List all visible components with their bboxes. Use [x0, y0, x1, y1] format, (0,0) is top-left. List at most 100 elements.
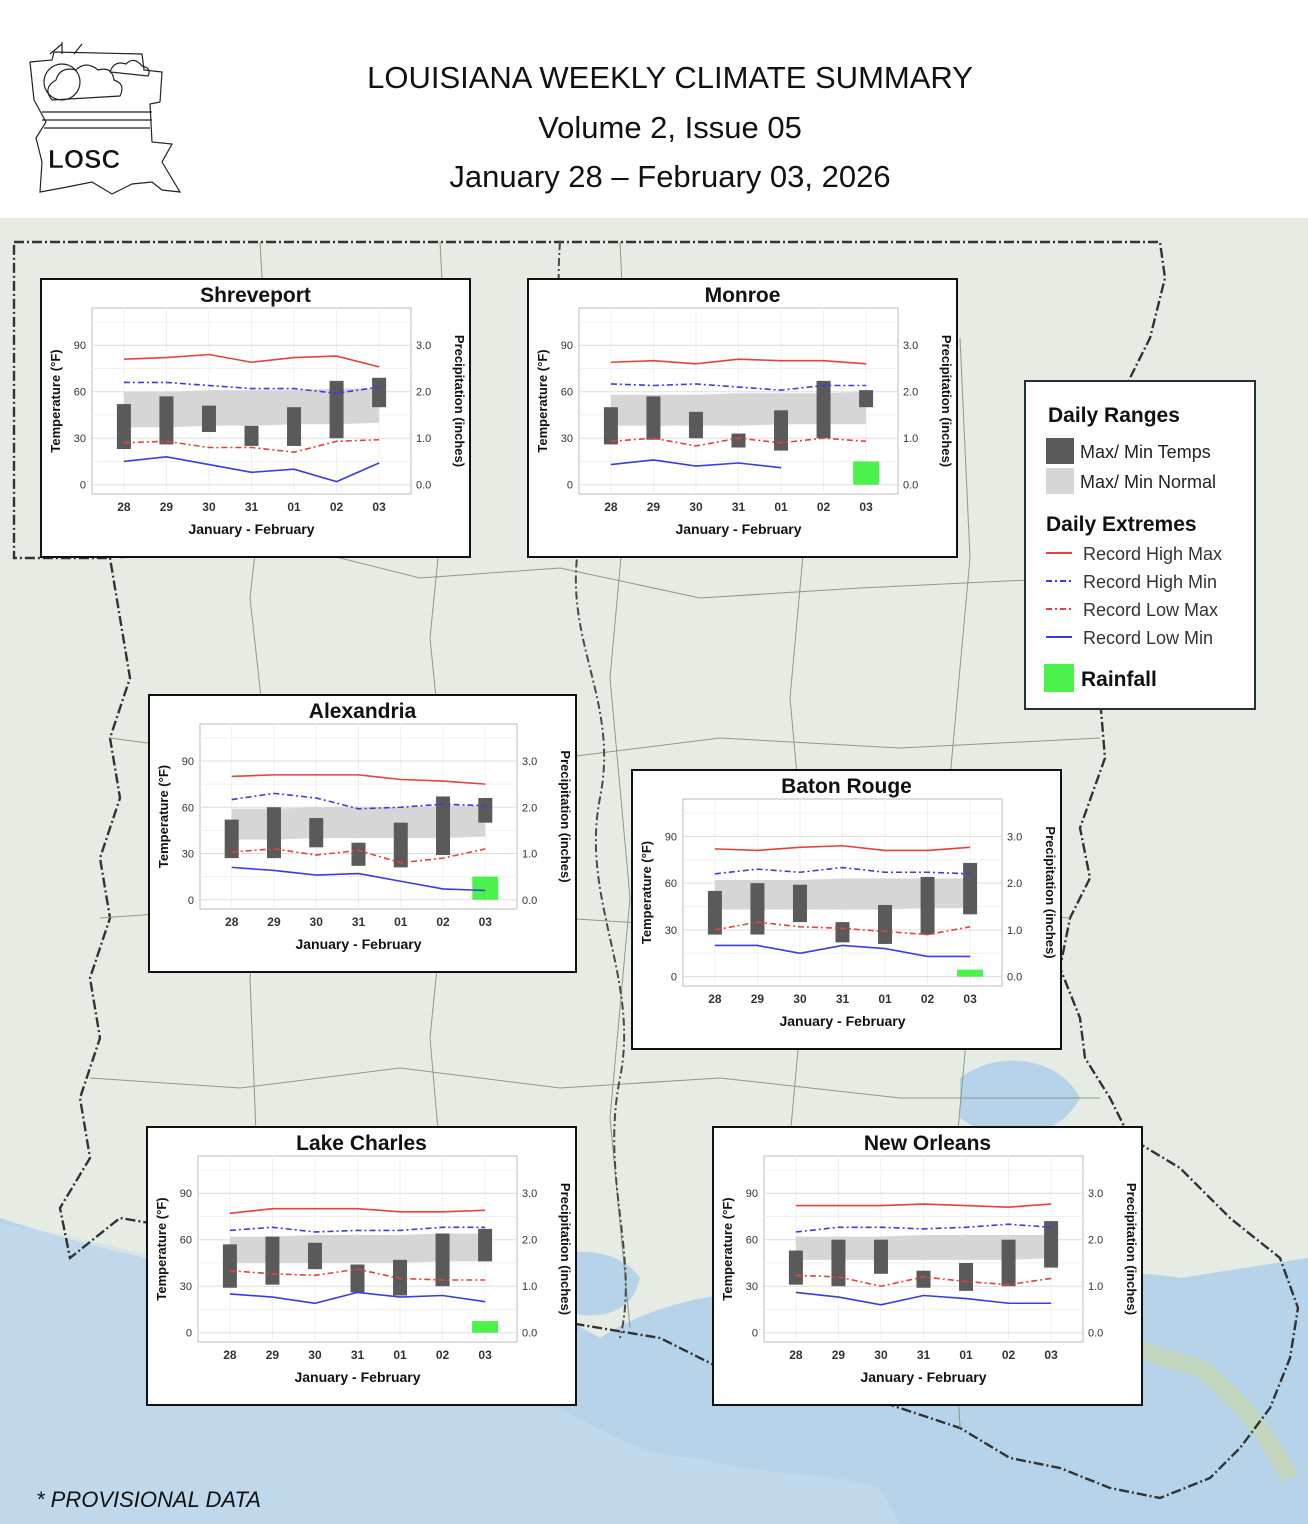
y2-tick-label: 3.0	[1007, 831, 1022, 843]
x-tick-label: 31	[245, 500, 259, 514]
temp-range-bar	[959, 1262, 974, 1291]
chart-panel-alexandria: Alexandria 0 30 60 90 0.0 1.0 2.0 3.0 28 29 30 31 01 0…	[148, 694, 577, 973]
y-tick-label: 30	[561, 433, 573, 445]
x-tick-label: 28	[225, 915, 239, 929]
temp-range-bar	[309, 818, 324, 848]
y2-axis-label: Precipitation (inches)	[1124, 1183, 1139, 1315]
y2-tick-label: 3.0	[1088, 1188, 1103, 1200]
temp-range-bar	[266, 807, 281, 859]
temp-range-bar	[372, 377, 387, 408]
temp-range-bar	[920, 876, 935, 935]
normal-band	[714, 878, 971, 910]
y2-tick-label: 3.0	[416, 340, 431, 352]
y-tick-label: 30	[665, 925, 677, 937]
temp-range-bar	[1001, 1239, 1016, 1287]
record-high-min-line	[231, 792, 486, 810]
y-tick-label: 0	[186, 1328, 192, 1340]
y-tick-label: 0	[80, 480, 86, 492]
x-tick-label: 01	[774, 500, 788, 514]
record-low-min-line	[795, 1291, 1052, 1306]
x-tick-label: 28	[708, 992, 722, 1006]
chart-legend: Daily Ranges Max/ Min Temps Max/ Min Nor…	[1024, 380, 1256, 710]
legend-label-rainfall: Rainfall	[1081, 668, 1157, 691]
x-axis-label: January - February	[295, 936, 421, 952]
chart-panel-baton-rouge: Baton Rouge 0 30 60 90 0.0 1.0 2.0 3.0 28 29 30 31 01…	[631, 769, 1062, 1050]
legend-label-rlmin: Record Low Min	[1083, 628, 1213, 648]
y-axis-label: Temperature (°F)	[156, 765, 171, 868]
y2-tick-label: 2.0	[416, 387, 431, 399]
temp-range-bar	[287, 407, 302, 446]
x-tick-label: 30	[308, 1348, 322, 1362]
y2-tick-label: 1.0	[522, 849, 537, 861]
y-axis-label: Temperature (°F)	[720, 1197, 735, 1300]
rainfall-bar	[853, 461, 880, 485]
header: LOSC LOUISIANA WEEKLY CLIMATE SUMMARY Vo…	[0, 0, 1308, 218]
legend-extremes-heading: Daily Extremes	[1046, 513, 1197, 536]
temp-range-bar	[707, 890, 722, 935]
temp-range-bar	[859, 390, 874, 408]
normal-band	[795, 1235, 1052, 1260]
y2-tick-label: 0.0	[522, 1328, 537, 1340]
x-tick-label: 02	[921, 992, 935, 1006]
temp-range-bar	[688, 411, 703, 439]
y2-tick-label: 0.0	[522, 895, 537, 907]
temp-range-bar	[307, 1242, 322, 1270]
temp-range-bar	[265, 1236, 280, 1285]
x-tick-label: 30	[793, 992, 807, 1006]
temp-range-bar	[329, 380, 344, 439]
y-tick-label: 90	[182, 756, 194, 768]
temp-range-bar	[478, 1228, 493, 1262]
y-axis-label: Temperature (°F)	[48, 349, 63, 452]
record-high-min-line	[610, 383, 867, 391]
y-tick-label: 60	[182, 802, 194, 814]
y2-axis-label: Precipitation (inches)	[939, 335, 954, 467]
x-tick-label: 03	[1044, 1348, 1058, 1362]
y-tick-label: 30	[182, 849, 194, 861]
record-high-min-line	[123, 381, 380, 395]
legend-swatch-normal	[1046, 468, 1074, 494]
chart-title-new-orleans: New Orleans	[864, 1132, 991, 1155]
record-high-max-line	[123, 353, 380, 368]
y-tick-label: 60	[665, 878, 677, 890]
record-low-min-line	[714, 944, 971, 958]
x-tick-label: 02	[436, 915, 450, 929]
y2-tick-label: 3.0	[903, 340, 918, 352]
record-high-max-line	[714, 844, 971, 852]
x-tick-label: 01	[287, 500, 301, 514]
temp-range-bar	[916, 1270, 931, 1288]
y2-tick-label: 2.0	[903, 387, 918, 399]
x-tick-label: 03	[372, 500, 386, 514]
x-tick-label: 29	[267, 915, 281, 929]
temp-range-bar	[835, 922, 850, 943]
temp-range-bar	[878, 904, 893, 944]
chart-title-alexandria: Alexandria	[309, 700, 417, 723]
x-tick-label: 02	[436, 1348, 450, 1362]
x-tick-label: 01	[959, 1348, 973, 1362]
chart-title-shreveport: Shreveport	[200, 284, 311, 307]
y-tick-label: 60	[561, 387, 573, 399]
x-tick-label: 02	[330, 500, 344, 514]
temp-range-bar	[224, 819, 239, 859]
temp-range-bar	[816, 380, 831, 439]
page-title: LOUISIANA WEEKLY CLIMATE SUMMARY	[367, 60, 973, 95]
legend-ranges-heading: Daily Ranges	[1048, 404, 1180, 427]
normal-band	[229, 1233, 486, 1263]
y-tick-label: 0	[752, 1328, 758, 1340]
temp-range-bar	[788, 1250, 803, 1285]
y-tick-label: 60	[180, 1235, 192, 1247]
legend-svg: Daily Ranges Max/ Min Temps Max/ Min Nor…	[1044, 404, 1222, 692]
x-tick-label: 30	[202, 500, 216, 514]
x-tick-label: 31	[836, 992, 850, 1006]
x-tick-label: 01	[878, 992, 892, 1006]
y2-tick-label: 2.0	[522, 1235, 537, 1247]
record-high-max-line	[610, 358, 867, 365]
y-tick-label: 0	[671, 972, 677, 984]
temp-range-bar	[603, 407, 618, 445]
record-high-max-line	[231, 774, 486, 785]
y-tick-label: 60	[746, 1235, 758, 1247]
x-tick-label: 28	[604, 500, 618, 514]
chart-panel-shreveport: Shreveport 0 30 60 90 0.0 1.0 2.0 3.0 28 29 30 31 01 0…	[40, 278, 471, 558]
x-axis-label: January - February	[860, 1369, 986, 1385]
